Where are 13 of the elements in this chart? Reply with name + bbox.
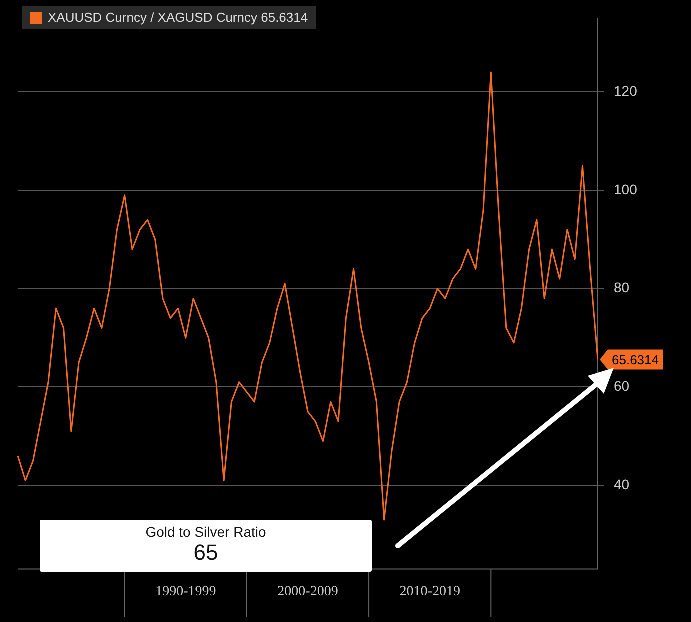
- annotation: Gold to Silver Ratio: [144, 524, 268, 540]
- y-tick-label: 120: [614, 83, 638, 100]
- x-tick-label: 2000-2009: [278, 584, 338, 600]
- y-tick-label: 60: [614, 378, 630, 394]
- x-tick-label: 1990-1999: [156, 584, 216, 600]
- annotation: 65: [192, 540, 220, 566]
- text-box: Gold to Silver Ratio 65: [40, 520, 372, 572]
- y-tick-label: 100: [614, 181, 638, 198]
- text: 65.6314: [612, 352, 659, 368]
- y-tick-label: 40: [614, 476, 630, 492]
- legend-label: XAUUSD Curncy / XAGUSD Curncy 65.6314: [48, 10, 308, 25]
- x-tick-label: 2010-2019: [400, 584, 460, 600]
- y-tick-label: 80: [614, 280, 630, 296]
